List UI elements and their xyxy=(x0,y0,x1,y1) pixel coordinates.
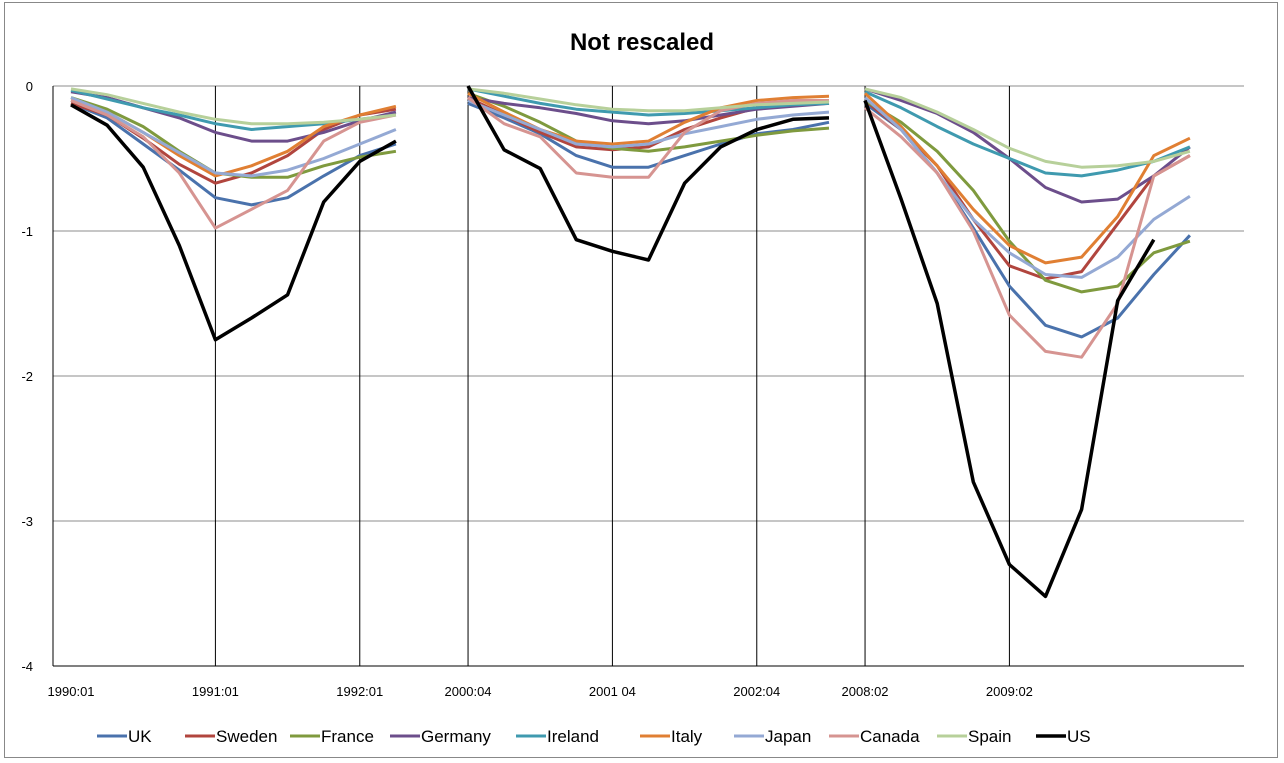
legend-item-ireland: Ireland xyxy=(516,727,599,746)
series-line-segment xyxy=(466,85,830,262)
legend-label: UK xyxy=(128,727,152,746)
series-line-segment xyxy=(467,87,830,113)
series-line-segment xyxy=(864,96,1191,279)
y-tick-label: -2 xyxy=(21,369,33,384)
series-line-segment xyxy=(467,96,829,179)
series-canada xyxy=(70,96,1191,359)
gridlines xyxy=(53,85,1244,666)
series-line-segment xyxy=(864,106,1191,359)
y-tick-label: 0 xyxy=(26,79,33,94)
series-us xyxy=(70,85,1156,599)
legend-item-uk: UK xyxy=(97,727,152,746)
series-spain xyxy=(70,87,1191,169)
series-line-segment xyxy=(467,91,830,153)
legend-label: Ireland xyxy=(547,727,599,746)
y-tick-label: -3 xyxy=(21,514,33,529)
legend-item-sweden: Sweden xyxy=(185,727,277,746)
series-line-segment xyxy=(70,96,397,178)
series-line-segment xyxy=(70,102,397,207)
series-line-segment xyxy=(864,99,1191,281)
legend-item-spain: Spain xyxy=(937,727,1011,746)
chart-frame xyxy=(4,2,1278,758)
y-tick-label: -1 xyxy=(21,224,33,239)
legend-item-canada: Canada xyxy=(829,727,920,746)
legend-item-germany: Germany xyxy=(390,727,491,746)
chart-title: Not rescaled xyxy=(570,29,714,56)
series-line-segment xyxy=(467,87,830,117)
legend-label: Sweden xyxy=(216,727,277,746)
series-ireland xyxy=(70,87,1191,178)
x-tick-label: 1990:01 xyxy=(48,684,95,699)
legend: UK Sweden France Germany Ireland Italy Japan Ca… xyxy=(97,727,1091,746)
legend-item-italy: Italy xyxy=(640,727,703,746)
series-line-segment xyxy=(863,99,1156,599)
x-tick-label: 2001 04 xyxy=(589,684,636,699)
y-tick-label: -4 xyxy=(21,659,33,674)
tick-labels: 0 -1 -2 -3 -4 1990:01 1991:01 1992:01 2000:04 200… xyxy=(21,79,1032,699)
axes xyxy=(52,86,1244,667)
legend-label: Japan xyxy=(765,727,811,746)
x-tick-label: 2002:04 xyxy=(733,684,780,699)
series-line-segment xyxy=(70,103,397,342)
series-line-segment xyxy=(70,87,397,126)
legend-label: France xyxy=(321,727,374,746)
series-line-segment xyxy=(70,99,397,230)
legend-label: Italy xyxy=(671,727,703,746)
x-tick-label: 1991:01 xyxy=(192,684,239,699)
legend-item-us: US xyxy=(1036,727,1091,746)
legend-label: Canada xyxy=(860,727,920,746)
legend-item-japan: Japan xyxy=(734,727,811,746)
series-line-segment xyxy=(863,92,1191,265)
series-line-segment xyxy=(467,99,830,149)
series-line-segment xyxy=(864,90,1191,178)
x-tick-label: 1992:01 xyxy=(336,684,383,699)
x-tick-label: 2008:02 xyxy=(842,684,889,699)
series-lines xyxy=(70,85,1192,599)
legend-label: Germany xyxy=(421,727,491,746)
legend-item-france: France xyxy=(290,727,374,746)
series-line-segment xyxy=(864,87,1191,169)
legend-label: US xyxy=(1067,727,1091,746)
x-tick-label: 2009:02 xyxy=(986,684,1033,699)
x-tick-label: 2000:04 xyxy=(445,684,492,699)
legend-label: Spain xyxy=(968,727,1011,746)
